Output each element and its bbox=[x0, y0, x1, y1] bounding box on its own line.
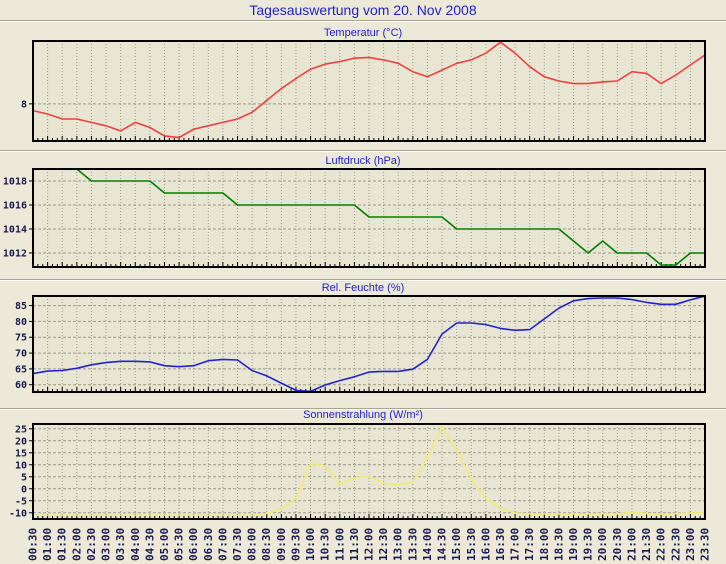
y-tick-label: 10 bbox=[15, 460, 27, 471]
sonnenstrahlung-frame bbox=[32, 423, 706, 520]
y-tick-label: 0 bbox=[21, 484, 27, 495]
x-tick-label: 19:00 bbox=[567, 528, 580, 561]
x-tick-label: 02:00 bbox=[70, 528, 83, 561]
x-tick-label: 03:00 bbox=[100, 528, 113, 561]
x-tick-label: 20:30 bbox=[611, 528, 624, 561]
feuchte-line bbox=[33, 296, 705, 392]
x-tick-label: 18:30 bbox=[552, 528, 565, 561]
temperatur-frame bbox=[32, 40, 706, 142]
y-tick-label: 15 bbox=[15, 448, 27, 459]
x-tick-label: 15:30 bbox=[465, 528, 478, 561]
x-tick-label: 07:00 bbox=[216, 528, 229, 561]
x-tick-label: 07:30 bbox=[231, 528, 244, 561]
y-tick-label: 80 bbox=[15, 317, 27, 328]
y-tick-label: 85 bbox=[15, 301, 27, 312]
y-tick-label: 65 bbox=[15, 364, 27, 375]
divider bbox=[0, 408, 726, 410]
x-tick-label: 10:30 bbox=[319, 528, 332, 561]
x-tick-label: 00:30 bbox=[27, 528, 40, 561]
sonnenstrahlung-line bbox=[33, 425, 705, 516]
x-tick-label: 14:30 bbox=[436, 528, 449, 561]
x-tick-label: 01:00 bbox=[41, 528, 54, 561]
x-tick-label: 08:00 bbox=[246, 528, 259, 561]
x-tick-label: 12:30 bbox=[377, 528, 390, 561]
luftdruck-line bbox=[76, 169, 705, 266]
x-tick-label: 09:30 bbox=[290, 528, 303, 561]
y-tick-label: 60 bbox=[15, 380, 27, 391]
x-tick-label: 13:00 bbox=[392, 528, 405, 561]
x-tick-label: 22:30 bbox=[669, 528, 682, 561]
divider bbox=[0, 279, 726, 281]
x-tick-label: 06:00 bbox=[187, 528, 200, 561]
x-tick-label: 17:00 bbox=[509, 528, 522, 561]
x-tick-label: 12:00 bbox=[363, 528, 376, 561]
chart-title-temperatur: Temperatur (°C) bbox=[323, 27, 403, 39]
x-tick-label: 18:00 bbox=[538, 528, 551, 561]
sonnenstrahlung-plot-area bbox=[33, 424, 705, 519]
luftdruck-frame bbox=[32, 168, 706, 268]
x-tick-label: 02:30 bbox=[85, 528, 98, 561]
temperatur-line bbox=[33, 41, 705, 139]
x-tick-label: 23:00 bbox=[684, 528, 697, 561]
page-title: Tagesauswertung vom 20. Nov 2008 bbox=[249, 2, 477, 18]
x-tick-label: 21:00 bbox=[626, 528, 639, 561]
divider bbox=[0, 150, 726, 152]
x-tick-label: 16:30 bbox=[494, 528, 507, 561]
x-tick-label: 13:30 bbox=[406, 528, 419, 561]
divider bbox=[0, 20, 726, 22]
y-tick-label: -5 bbox=[15, 496, 27, 507]
x-tick-label: 09:00 bbox=[275, 528, 288, 561]
y-tick-label: 1018 bbox=[3, 176, 27, 187]
chart-title-luftdruck: Luftdruck (hPa) bbox=[325, 155, 401, 167]
chart-title-feuchte: Rel. Feuchte (%) bbox=[321, 282, 405, 294]
x-tick-label: 20:00 bbox=[596, 528, 609, 561]
y-tick-label: 1016 bbox=[3, 200, 27, 211]
x-tick-label: 16:00 bbox=[479, 528, 492, 561]
y-tick-label: 1012 bbox=[3, 248, 27, 259]
x-tick-label: 11:00 bbox=[333, 528, 346, 561]
x-tick-label: 21:30 bbox=[640, 528, 653, 561]
y-tick-label: 70 bbox=[15, 349, 27, 360]
x-tick-label: 22:00 bbox=[655, 528, 668, 561]
x-tick-label: 23:30 bbox=[699, 528, 712, 561]
x-tick-label: 04:00 bbox=[129, 528, 142, 561]
y-tick-label: 25 bbox=[15, 424, 27, 435]
chart-title-sonnenstrahlung: Sonnenstrahlung (W/m²) bbox=[303, 409, 423, 421]
x-tick-label: 08:30 bbox=[260, 528, 273, 561]
x-tick-label: 05:00 bbox=[158, 528, 171, 561]
x-tick-label: 04:30 bbox=[143, 528, 156, 561]
x-tick-label: 11:30 bbox=[348, 528, 361, 561]
x-tick-label: 06:30 bbox=[202, 528, 215, 561]
y-tick-label: 5 bbox=[21, 472, 27, 483]
x-tick-label: 19:30 bbox=[582, 528, 595, 561]
x-tick-label: 15:00 bbox=[450, 528, 463, 561]
x-tick-label: 10:00 bbox=[304, 528, 317, 561]
y-tick-label: 8 bbox=[21, 99, 27, 110]
y-tick-label: 1014 bbox=[3, 224, 27, 235]
y-tick-label: 75 bbox=[15, 333, 27, 344]
feuchte-frame bbox=[32, 295, 706, 393]
x-tick-label: 05:30 bbox=[173, 528, 186, 561]
x-tick-label: 14:00 bbox=[421, 528, 434, 561]
x-tick-label: 01:30 bbox=[56, 528, 69, 561]
y-tick-label: -10 bbox=[9, 508, 27, 519]
x-tick-label: 03:30 bbox=[114, 528, 127, 561]
x-tick-label: 17:30 bbox=[523, 528, 536, 561]
y-tick-label: 20 bbox=[15, 436, 27, 447]
